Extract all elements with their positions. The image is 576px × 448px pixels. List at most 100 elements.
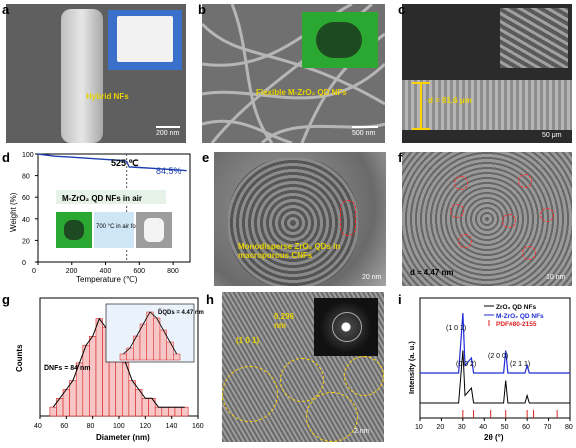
legend-text: M-ZrO₂ QD NFs in air <box>62 194 142 203</box>
g-xtick-label: 80 <box>87 423 95 430</box>
qd-circle <box>458 234 472 248</box>
inset-bar <box>153 317 161 361</box>
histogram-bar <box>154 406 163 417</box>
retention-label: 84.5% <box>156 166 182 176</box>
inset-bar <box>146 311 154 361</box>
histogram-bar <box>49 406 57 417</box>
d-xtick-label: 400 <box>100 268 112 275</box>
grain-circle <box>306 392 358 442</box>
mzro2-series <box>420 312 570 374</box>
roll-inset-photo <box>302 12 378 68</box>
histogram-bar <box>95 318 103 417</box>
legend: ZrO₂ QD NFs M-ZrO₂ QD NFs PDF#80-2155 <box>484 304 544 328</box>
g-xtick-label: 100 <box>113 423 125 430</box>
grain-circle <box>344 356 384 396</box>
weight-curve <box>37 153 187 172</box>
peak-101: (1 0 1) <box>446 325 466 332</box>
panel-e-caption: Monodisperse ZrO₂ QDs in macroporous CNF… <box>238 242 341 260</box>
fabric-inset-photo <box>108 10 182 70</box>
inset-bar <box>139 323 147 361</box>
panel-h-scale: 2 nm <box>354 428 370 435</box>
d-xtick-label: 600 <box>133 268 145 275</box>
histogram-bar <box>135 389 143 417</box>
thickness-cap-top <box>412 82 430 84</box>
surface-inset <box>500 8 568 68</box>
peak-002: (0 0 2) <box>456 361 476 368</box>
panel-b-scale: 500 nm <box>352 130 376 137</box>
panel-a-label: a <box>2 2 10 17</box>
legend-zro2: ZrO₂ QD NFs <box>496 304 536 311</box>
g-xtick-label: 140 <box>166 423 178 430</box>
zro2-series <box>420 350 570 404</box>
panel-h-label: h <box>206 292 214 307</box>
histogram-bar <box>69 380 77 417</box>
scale-bar <box>352 126 378 128</box>
chart-d: 525 ℃ 84.5% M-ZrO₂ QD NFs in air 700 °C … <box>9 152 191 284</box>
qd-circle <box>454 176 468 190</box>
panel-f: d ≈ 4.47 nm 10 nm <box>402 152 572 286</box>
inset-bar <box>173 353 181 361</box>
d-xtick-label: 0 <box>32 268 36 275</box>
legend-pdf: PDF#80-2155 <box>496 321 537 328</box>
histogram-bar <box>181 406 189 417</box>
panel-f-scale: 10 nm <box>546 274 566 281</box>
d-ytick-label: 20 <box>22 238 30 245</box>
peak-200: (2 0 0) <box>488 353 508 360</box>
i-xtick-label: 30 <box>458 424 466 431</box>
scale-bar <box>156 126 180 128</box>
panel-c-thickness: d = 81.6 μm <box>428 96 472 105</box>
g-xtick-label: 40 <box>34 423 42 430</box>
panel-a-caption: Hybrid NFs <box>86 92 129 101</box>
porous-fiber <box>228 158 358 286</box>
histogram-bar <box>62 389 70 417</box>
d-ytick-label: 0 <box>22 260 26 267</box>
inset-fit-curve <box>123 311 178 355</box>
panel-f-caption: d ≈ 4.47 nm <box>410 268 454 277</box>
panel-b: Flexible M-ZrO₂ QD NFs 500 nm <box>202 4 385 143</box>
i-xlabel: 2θ (°) <box>484 433 504 442</box>
chart-i-frame <box>419 297 571 419</box>
d-ytick-label: 100 <box>22 152 34 159</box>
histogram-bar <box>168 406 176 417</box>
d-xtick-label: 800 <box>167 268 179 275</box>
panel-c: d = 81.6 μm 50 μm <box>402 4 572 143</box>
panel-i-label: i <box>398 292 402 307</box>
g-xtick-label: 120 <box>139 423 151 430</box>
i-xtick-label: 10 <box>415 424 423 431</box>
panel-f-label: f <box>398 150 403 165</box>
qd-circle <box>518 174 532 188</box>
fiber-image <box>61 9 103 143</box>
panel-a: Hybrid NFs 200 nm <box>6 4 186 143</box>
white-roll <box>144 218 164 242</box>
qds-label: D̅QDs = 4.47 nm <box>158 309 204 316</box>
qd-circle <box>540 208 554 222</box>
chart-i: ZrO₂ QD NFs M-ZrO₂ QD NFs PDF#80-2155 (1… <box>407 297 573 442</box>
qd-circle <box>522 246 536 260</box>
histogram-bar <box>161 406 169 417</box>
i-xtick-label: 60 <box>522 424 530 431</box>
i-xtick-label: 40 <box>479 424 487 431</box>
panel-e-label: e <box>202 150 210 165</box>
highlight-ellipse <box>340 200 356 236</box>
d-xlabel: Temperature (℃) <box>76 275 138 284</box>
legend-box <box>56 190 166 204</box>
chart-d-frame <box>37 153 191 263</box>
i-xtick-label: 80 <box>565 424 573 431</box>
panel-g-label: g <box>2 292 10 307</box>
arrow-box <box>94 212 134 248</box>
qd-circle <box>502 214 516 228</box>
cross-section-layer <box>402 80 572 130</box>
thickness-bracket <box>420 82 422 130</box>
i-xtick-label: 20 <box>436 424 444 431</box>
thickness-cap-bottom <box>412 128 430 130</box>
histogram-bar <box>121 362 130 417</box>
panel-b-caption: Flexible M-ZrO₂ QD NFs <box>256 88 347 97</box>
panel-c-label: c <box>398 2 406 17</box>
histogram-bar <box>89 336 97 417</box>
grain-circle <box>280 358 324 402</box>
histogram-bar <box>128 380 136 417</box>
peak-211: (2 1 1) <box>510 361 530 368</box>
chart-g: D̅QDs = 4.47 nm D̅NFs = 84 nm 40 60 80 100 1… <box>15 297 204 442</box>
g-xlabel: Diameter (nm) <box>96 433 150 442</box>
nfs-label: D̅NFs = 84 nm <box>43 364 90 372</box>
